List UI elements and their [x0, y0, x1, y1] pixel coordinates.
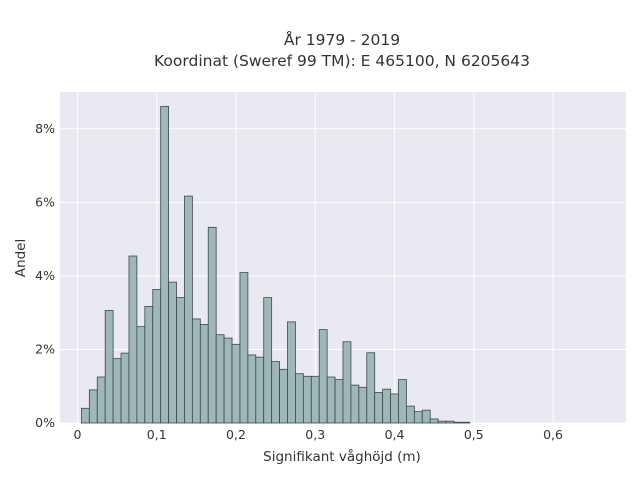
histogram-bar	[421, 409, 431, 424]
histogram-bar	[318, 329, 328, 424]
histogram-bar	[112, 358, 122, 424]
x-axis-ticks: 0 0,1 0,2 0,3 0,4 0,5 0,6	[73, 427, 563, 442]
histogram-bar	[271, 361, 280, 424]
y-axis-ticks: 0% 2% 4% 6% 8%	[35, 121, 55, 430]
histogram-bar	[374, 392, 384, 424]
histogram-bar	[302, 375, 312, 424]
histogram-bar	[287, 321, 296, 424]
x-tick-label: 0	[73, 427, 81, 442]
histogram-bar	[136, 326, 146, 424]
histogram-bar	[120, 352, 130, 424]
x-tick-label: 0,1	[147, 427, 167, 442]
histogram-bar	[231, 343, 241, 424]
histogram-bar	[358, 386, 368, 424]
histogram-bar	[104, 310, 114, 424]
x-tick-label: 0,5	[464, 427, 484, 442]
x-tick-label: 0,2	[226, 427, 246, 442]
chart-subtitle: Koordinat (Sweref 99 TM): E 465100, N 62…	[154, 52, 530, 70]
histogram-bar	[350, 384, 360, 424]
histogram-bar	[239, 272, 249, 424]
histogram-bar	[429, 418, 439, 424]
x-tick-label: 0,6	[543, 427, 563, 442]
histogram-bar	[184, 195, 193, 424]
histogram-bar	[199, 324, 209, 424]
histogram-bar	[160, 105, 170, 424]
histogram-bar	[310, 375, 320, 424]
histogram-bar	[215, 334, 225, 424]
histogram-bar	[96, 376, 106, 424]
histogram-bar	[326, 376, 336, 424]
histogram-bar	[382, 388, 391, 424]
x-tick-label: 0,3	[305, 427, 325, 442]
histogram-bar	[255, 356, 265, 424]
histogram-bar	[152, 289, 162, 424]
histogram-bar	[334, 379, 344, 424]
chart-title: År 1979 - 2019	[284, 30, 400, 49]
histogram-bar	[461, 421, 471, 424]
histogram-bar	[191, 318, 201, 424]
histogram-bar	[168, 281, 177, 424]
histogram-bar	[279, 368, 288, 424]
histogram-bar	[128, 255, 138, 424]
histogram-bar	[342, 341, 352, 424]
histogram-bar	[390, 393, 399, 424]
y-axis-label: Andel	[13, 239, 29, 277]
histogram-bar	[406, 405, 415, 424]
histogram-bar	[81, 407, 90, 424]
histogram-bar	[223, 337, 233, 424]
histogram-bars	[81, 105, 471, 424]
y-tick-label: 8%	[35, 121, 55, 136]
histogram-bar	[295, 373, 304, 424]
histogram-bar	[263, 297, 273, 424]
x-tick-label: 0,4	[385, 427, 405, 442]
y-tick-label: 2%	[35, 341, 55, 356]
histogram-bar	[176, 297, 185, 424]
histogram-bar	[413, 411, 423, 424]
histogram-bar	[366, 352, 376, 424]
histogram-bar	[398, 379, 407, 424]
histogram-bar	[144, 306, 154, 424]
histogram-bar	[247, 354, 257, 424]
histogram-bar	[453, 421, 463, 424]
histogram-bar	[445, 420, 455, 424]
y-tick-label: 4%	[35, 268, 55, 283]
histogram-bar	[437, 420, 447, 424]
x-axis-label: Signifikant våghöjd (m)	[263, 448, 421, 465]
y-tick-label: 0%	[35, 415, 55, 430]
y-tick-label: 6%	[35, 194, 55, 209]
histogram-bar	[207, 226, 217, 424]
histogram-bar	[88, 389, 98, 424]
